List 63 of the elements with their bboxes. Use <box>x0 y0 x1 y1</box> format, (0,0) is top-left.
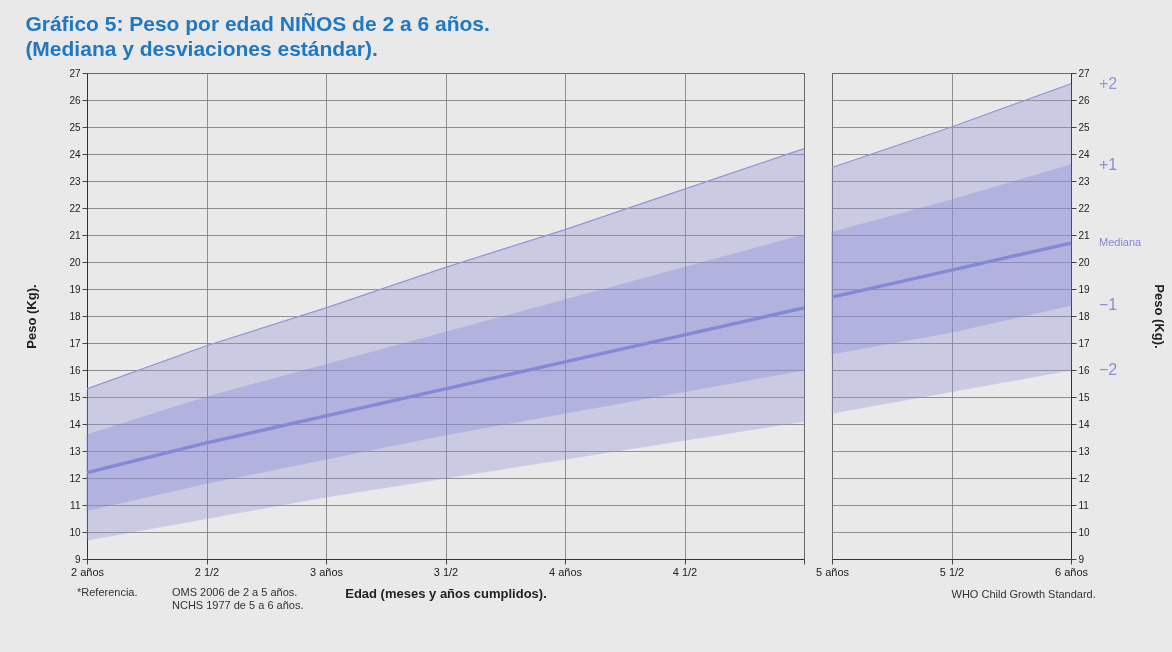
y-tick-label: 25 <box>1078 121 1091 133</box>
y-tick-label: 9 <box>74 553 81 565</box>
y-tick-label: 11 <box>70 499 81 511</box>
text: NCHS 1977 de 5 a 6 años. <box>172 599 304 611</box>
y-tick-label: 17 <box>1078 337 1091 349</box>
chart-title: Gráfico 5: Peso por edad NIÑOS de 2 a 6 años. <box>25 11 490 35</box>
y-tick-label: 13 <box>1078 445 1091 457</box>
series-label: +2 <box>1099 74 1118 92</box>
y-tick-label: 18 <box>69 310 81 322</box>
line-series <box>85 306 806 475</box>
y-tick-label: 22 <box>69 202 81 214</box>
y-tick-label: 23 <box>69 175 81 187</box>
y-tick-label: 18 <box>1078 310 1091 322</box>
y-tick-label: 24 <box>1078 148 1091 160</box>
text: WHO Child Growth Standard. <box>951 588 1096 600</box>
y-axis-title: Peso (Kg). <box>24 284 40 349</box>
x-tick-label: 5 años <box>815 565 850 578</box>
y-tick-label: 26 <box>1078 94 1091 106</box>
y-tick-label: 21 <box>1078 229 1091 241</box>
x-tick-label: 4 1/2 <box>672 565 698 578</box>
y-tick-label: 12 <box>69 472 81 484</box>
chart-subtitle: (Mediana y desviaciones estándar). <box>25 36 378 60</box>
x-tick-label: 6 años <box>1054 565 1089 578</box>
x-axis-title: Edad (meses y años cumplidos). <box>345 585 547 601</box>
y-tick-label: 26 <box>69 94 81 106</box>
text: *Referencia. <box>77 586 138 598</box>
text: Mediana <box>1099 236 1143 249</box>
y-tick-label: 16 <box>1078 364 1091 376</box>
text: OMS 2006 de 2 a 5 años. <box>172 586 298 598</box>
line-series <box>86 148 805 390</box>
y-tick-label: 21 <box>69 229 81 241</box>
y-tick-label: 9 <box>1078 553 1085 565</box>
y-tick-label: 12 <box>1078 472 1091 484</box>
x-tick-label: 2 años <box>70 565 105 578</box>
text: +1 <box>1099 155 1118 173</box>
y-tick-label: 23 <box>1078 175 1091 187</box>
x-tick-label: 4 años <box>548 565 583 578</box>
y-tick-label: 24 <box>69 148 81 160</box>
y-tick-label: 27 <box>1078 67 1091 79</box>
y-tick-label: 14 <box>69 418 81 430</box>
y-tick-label: 10 <box>1078 526 1091 538</box>
y-tick-label: 19 <box>1078 283 1091 295</box>
x-tick-label: 2 1/2 <box>194 565 220 578</box>
y-tick-label: 15 <box>1078 391 1091 403</box>
y-tick-label: 27 <box>69 67 81 79</box>
y-tick-label: 20 <box>1078 256 1091 268</box>
y-tick-label: 11 <box>1078 499 1090 511</box>
x-tick-label: 3 años <box>309 565 344 578</box>
y-tick-label: 13 <box>69 445 81 457</box>
x-tick-label: 5 1/2 <box>939 565 965 578</box>
y-tick-label: 14 <box>1078 418 1091 430</box>
y-tick-label: 20 <box>69 256 81 268</box>
y-tick-label: 22 <box>1078 202 1091 214</box>
x-tick-label: 3 1/2 <box>433 565 459 578</box>
y-tick-label: 17 <box>69 337 81 349</box>
y-tick-label: 15 <box>69 391 81 403</box>
y-tick-label: 19 <box>69 283 81 295</box>
y-axis-title: Peso (Kg). <box>1151 284 1167 349</box>
y-tick-label: 25 <box>69 121 81 133</box>
y-tick-label: 16 <box>69 364 81 376</box>
text: −2 <box>1099 361 1118 378</box>
y-tick-label: 10 <box>69 526 81 538</box>
text: −1 <box>1099 296 1118 314</box>
